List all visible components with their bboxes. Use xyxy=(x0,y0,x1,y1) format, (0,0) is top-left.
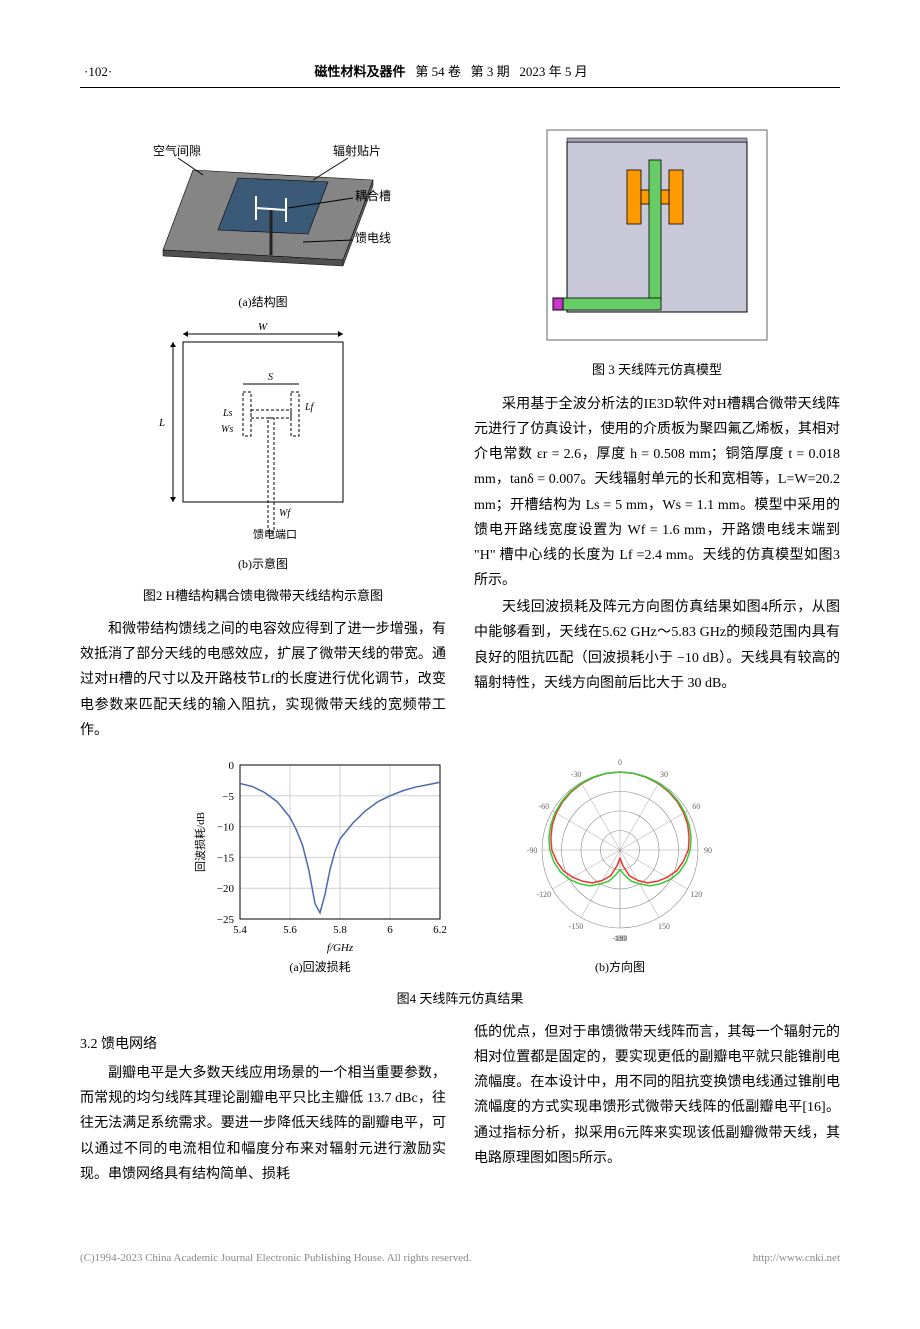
svg-text:Lf: Lf xyxy=(304,402,315,413)
top-columns: 空气间隙 辐射贴片耦合槽馈电线 (a)结构图 W L S Ls Ws Lf Wf 馈电端口 (b… xyxy=(80,112,840,745)
fig2-caption: 图2 H槽结构耦合馈电微带天线结构示意图 xyxy=(80,584,446,607)
svg-text:-60: -60 xyxy=(538,802,549,811)
svg-text:6: 6 xyxy=(387,924,393,936)
svg-text:60: 60 xyxy=(692,802,700,811)
right-column-2: 低的优点，但对于串馈微带天线阵而言，其每一个辐射元的相对位置都是固定的，要实现更… xyxy=(474,1020,840,1189)
svg-text:150: 150 xyxy=(658,922,670,931)
svg-text:90: 90 xyxy=(704,846,712,855)
svg-text:6.2: 6.2 xyxy=(433,924,447,936)
svg-text:L: L xyxy=(158,417,165,429)
fig2a-sub: (a)结构图 xyxy=(80,292,446,314)
fig4a-chart: 5.4 5.6 5.8 6 6.2 −25 −20 −15 −10 −5 0 f/GHz 回波损耗/dB xyxy=(190,755,450,955)
svg-text:空气间隙: 空气间隙 xyxy=(153,143,201,158)
svg-text:-90: -90 xyxy=(527,846,538,855)
svg-text:180: 180 xyxy=(614,934,626,943)
svg-text:-150: -150 xyxy=(569,922,584,931)
svg-text:f/GHz: f/GHz xyxy=(327,942,354,954)
fig4a-box: 5.4 5.6 5.8 6 6.2 −25 −20 −15 −10 −5 0 f/GHz 回波损耗/dB… xyxy=(190,755,450,981)
svg-text:−10: −10 xyxy=(217,822,235,834)
journal-info: 磁性材料及器件 第 54 卷 第 3 期 2023 年 5 月 xyxy=(112,60,790,83)
page-footer: (C)1994-2023 China Academic Journal Elec… xyxy=(80,1249,840,1269)
svg-text:−5: −5 xyxy=(222,791,234,803)
paragraph-2a: 采用基于全波分析法的IE3D软件对H槽耦合微带天线阵元进行了仿真设计，使用的介质… xyxy=(474,392,840,594)
svg-text:Ls: Ls xyxy=(222,408,233,419)
website-text: http://www.cnki.net xyxy=(753,1249,840,1269)
fig4-caption: 图4 天线阵元仿真结果 xyxy=(80,987,840,1010)
svg-text:Ws: Ws xyxy=(221,424,233,435)
fig4a-sub: (a)回波损耗 xyxy=(190,957,450,979)
svg-text:S: S xyxy=(268,372,273,383)
svg-text:120: 120 xyxy=(690,890,702,899)
svg-text:−25: −25 xyxy=(217,914,235,926)
figure-2b: W L S Ls Ws Lf Wf 馈电端口 (b)示意图 xyxy=(80,322,446,576)
fig4b-sub: (b)方向图 xyxy=(510,957,730,979)
svg-text:5.6: 5.6 xyxy=(283,924,297,936)
svg-text:馈电端口: 馈电端口 xyxy=(253,528,297,541)
right-column: 图 3 天线阵元仿真模型 采用基于全波分析法的IE3D软件对H槽耦合微带天线阵元… xyxy=(474,112,840,745)
svg-text:5.8: 5.8 xyxy=(333,924,347,936)
paragraph-3a: 副瓣电平是大多数天线应用场景的一个相当重要参数，而常规的均匀线阵其理论副瓣电平只… xyxy=(80,1061,446,1187)
page-number: ·102· xyxy=(80,60,112,83)
fig2b-svg: W L S Ls Ws Lf Wf 馈电端口 xyxy=(143,322,383,552)
svg-text:30: 30 xyxy=(660,770,668,779)
page-header: ·102· 磁性材料及器件 第 54 卷 第 3 期 2023 年 5 月 xyxy=(80,60,840,88)
svg-text:-120: -120 xyxy=(536,890,551,899)
svg-text:5.4: 5.4 xyxy=(233,924,247,936)
svg-text:馈电线: 馈电线 xyxy=(355,231,391,245)
fig2a-svg: 空气间隙 辐射贴片耦合槽馈电线 xyxy=(123,120,403,290)
svg-text:0: 0 xyxy=(229,760,235,772)
svg-text:Wf: Wf xyxy=(279,508,291,519)
fig2b-sub: (b)示意图 xyxy=(80,554,446,576)
svg-text:-30: -30 xyxy=(571,770,582,779)
bottom-columns: 3.2 馈电网络 副瓣电平是大多数天线应用场景的一个相当重要参数，而常规的均匀线… xyxy=(80,1020,840,1189)
fig3-svg xyxy=(537,120,777,350)
section-3-2-head: 3.2 馈电网络 xyxy=(80,1032,446,1057)
fig3-caption: 图 3 天线阵元仿真模型 xyxy=(474,358,840,381)
copyright-text: (C)1994-2023 China Academic Journal Elec… xyxy=(80,1249,471,1269)
svg-text:回波损耗/dB: 回波损耗/dB xyxy=(193,812,207,872)
svg-text:−20: −20 xyxy=(217,883,235,895)
fig4b-box: -180-150-120-90-60-300306090120150180 (b… xyxy=(510,755,730,981)
figure-4: 5.4 5.6 5.8 6 6.2 −25 −20 −15 −10 −5 0 f/GHz 回波损耗/dB… xyxy=(80,755,840,1010)
svg-text:0: 0 xyxy=(618,758,622,767)
figure-2a: 空气间隙 辐射贴片耦合槽馈电线 (a)结构图 xyxy=(80,120,446,314)
svg-text:W: W xyxy=(258,322,268,333)
fig4b-chart: -180-150-120-90-60-300306090120150180 xyxy=(510,755,730,955)
paragraph-1: 和微带结构馈线之间的电容效应得到了进一步增强，有效抵消了部分天线的电感效应，扩展… xyxy=(80,617,446,743)
left-column-2: 3.2 馈电网络 副瓣电平是大多数天线应用场景的一个相当重要参数，而常规的均匀线… xyxy=(80,1020,446,1189)
figure-3 xyxy=(474,120,840,350)
svg-text:耦合槽: 耦合槽 xyxy=(355,188,391,203)
svg-text:−15: −15 xyxy=(217,852,235,864)
paragraph-2b: 天线回波损耗及阵元方向图仿真结果如图4所示，从图中能够看到，天线在5.62 GH… xyxy=(474,595,840,696)
paragraph-3b: 低的优点，但对于串馈微带天线阵而言，其每一个辐射元的相对位置都是固定的，要实现更… xyxy=(474,1020,840,1171)
left-column: 空气间隙 辐射贴片耦合槽馈电线 (a)结构图 W L S Ls Ws Lf Wf 馈电端口 (b… xyxy=(80,112,446,745)
svg-text:辐射贴片: 辐射贴片 xyxy=(333,143,381,158)
